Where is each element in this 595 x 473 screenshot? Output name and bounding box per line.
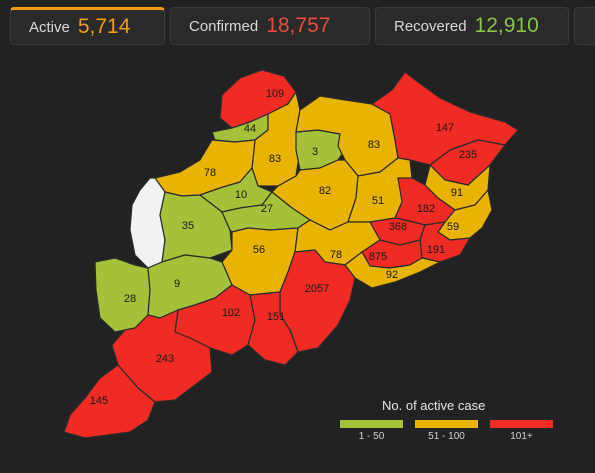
label-28: 28 xyxy=(124,293,136,305)
label-243: 243 xyxy=(156,353,174,365)
tab-confirmed[interactable]: Confirmed 18,757 xyxy=(170,7,370,45)
tab-active-label: Active xyxy=(29,18,70,36)
label-182: 182 xyxy=(417,203,435,215)
legend-label-high: 101+ xyxy=(510,431,533,442)
label-59: 59 xyxy=(447,221,459,233)
legend-label-low: 1 - 50 xyxy=(358,431,385,442)
label-147: 147 xyxy=(436,122,454,134)
label-56: 56 xyxy=(253,244,265,256)
legend-title: No. of active case xyxy=(382,398,486,413)
tab-confirmed-value: 18,757 xyxy=(266,14,331,37)
legend-swatch-high xyxy=(490,420,553,428)
stats-tabs: Active 5,714 Confirmed 18,757 Recovered … xyxy=(0,0,595,48)
label-2057: 2057 xyxy=(305,283,329,295)
tab-recovered-value: 12,910 xyxy=(474,14,539,37)
label-235: 235 xyxy=(459,149,477,161)
tab-active[interactable]: Active 5,714 xyxy=(10,7,165,45)
legend-label-mid: 51 - 100 xyxy=(428,431,465,442)
district-145[interactable] xyxy=(63,364,156,439)
map-svg: 109 44 3 83 83 147 235 78 10 82 91 51 18… xyxy=(63,69,519,439)
label-35: 35 xyxy=(182,220,194,232)
label-44: 44 xyxy=(244,123,256,135)
label-151: 151 xyxy=(267,311,285,323)
district-map: 109 44 3 83 83 147 235 78 10 82 91 51 18… xyxy=(0,48,595,468)
tab-recovered-label: Recovered xyxy=(394,17,467,35)
tab-confirmed-label: Confirmed xyxy=(189,17,259,35)
district-nodata[interactable] xyxy=(129,177,166,269)
label-102: 102 xyxy=(222,307,240,319)
district-92[interactable] xyxy=(344,251,441,289)
label-109: 109 xyxy=(266,88,284,100)
label-9: 9 xyxy=(174,278,180,290)
tab-active-value: 5,714 xyxy=(77,15,131,38)
label-875: 875 xyxy=(369,251,387,263)
district-151[interactable] xyxy=(247,291,299,366)
district-35[interactable] xyxy=(159,191,233,263)
label-78-central: 78 xyxy=(330,249,342,261)
label-3: 3 xyxy=(312,146,318,158)
label-78-west: 78 xyxy=(204,167,216,179)
label-83-east: 83 xyxy=(368,139,380,151)
label-82: 82 xyxy=(319,185,331,197)
label-83-north: 83 xyxy=(269,153,281,165)
label-10: 10 xyxy=(235,189,247,201)
legend-swatch-low xyxy=(340,420,403,428)
label-368: 368 xyxy=(389,221,407,233)
label-91: 91 xyxy=(451,187,463,199)
label-145: 145 xyxy=(90,395,108,407)
label-51: 51 xyxy=(372,195,384,207)
tab-recovered[interactable]: Recovered 12,910 xyxy=(375,7,569,45)
district-labels: 109 44 3 83 83 147 235 78 10 82 91 51 18… xyxy=(90,88,477,407)
tab-overflow[interactable] xyxy=(574,7,595,45)
label-191: 191 xyxy=(427,244,445,256)
label-92: 92 xyxy=(386,269,398,281)
label-27: 27 xyxy=(261,203,273,215)
legend-swatch-mid xyxy=(415,420,478,428)
